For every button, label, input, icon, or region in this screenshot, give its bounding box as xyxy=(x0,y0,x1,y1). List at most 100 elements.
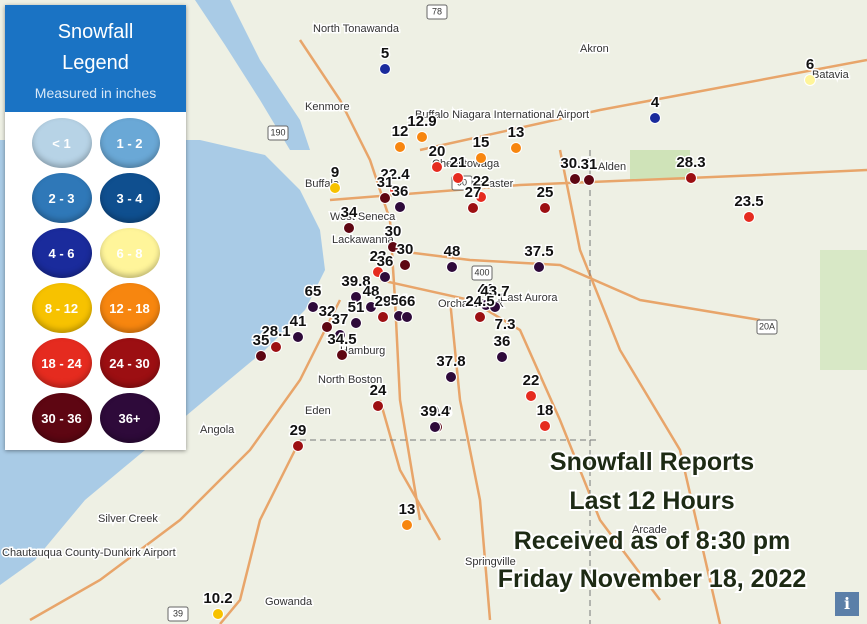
place-label: North Boston xyxy=(318,374,382,386)
report-value: 39.4 xyxy=(420,403,450,420)
report-value: 20 xyxy=(429,143,446,160)
report-value: 4 xyxy=(651,94,660,111)
road xyxy=(378,399,442,541)
report-dot xyxy=(583,174,595,186)
report-value: 23 xyxy=(370,248,387,265)
report-dot xyxy=(416,131,428,143)
report-value: 12 xyxy=(392,123,409,140)
report-dot xyxy=(431,161,443,173)
report-value: 28.1 xyxy=(261,323,290,340)
report-value: 30.5 xyxy=(560,155,589,172)
report-value: 29 xyxy=(290,422,307,439)
report-dot xyxy=(270,341,282,353)
report-value: 24 xyxy=(370,382,387,399)
report-dot xyxy=(539,202,551,214)
route-shield xyxy=(267,125,289,141)
report-value: 36 xyxy=(392,183,409,200)
report-value: 18 xyxy=(537,402,554,419)
report-dot xyxy=(350,317,362,329)
route-shield xyxy=(167,606,189,622)
report-dot xyxy=(525,390,537,402)
report-dot xyxy=(496,351,508,363)
report-dot xyxy=(212,608,224,620)
report-value: 22.4 xyxy=(380,166,410,183)
report-dot xyxy=(394,201,406,213)
info-button[interactable]: i xyxy=(835,592,859,616)
report-value: 25 xyxy=(537,184,554,201)
report-value: 36 xyxy=(377,253,394,270)
report-dot xyxy=(292,440,304,452)
report-dot xyxy=(401,311,413,323)
place-label: Springville xyxy=(465,556,516,568)
road xyxy=(389,248,761,322)
report-value: 22 xyxy=(473,173,490,190)
place-label: Arcade xyxy=(632,524,667,536)
legend-item: 18 - 24 xyxy=(31,338,92,388)
park xyxy=(820,250,867,370)
report-value: 31 xyxy=(581,156,598,173)
road xyxy=(298,39,422,521)
legend-item: 12 - 18 xyxy=(99,283,160,333)
report-dot xyxy=(379,271,391,283)
overlay-line: Snowfall Reports xyxy=(550,448,754,476)
report-dot xyxy=(452,172,464,184)
report-dot xyxy=(649,112,661,124)
place-label: Batavia xyxy=(812,69,850,81)
report-value: 7.3 xyxy=(495,316,516,333)
report-value: 28.3 xyxy=(676,154,705,171)
report-dot xyxy=(804,74,816,86)
legend-item: 6 - 8 xyxy=(99,228,160,278)
legend-item: 4 - 6 xyxy=(31,228,92,278)
place-label: East Aurora xyxy=(500,292,558,304)
report-dot xyxy=(329,182,341,194)
report-dot xyxy=(446,261,458,273)
route-shield xyxy=(426,4,448,20)
legend-item: 2 - 3 xyxy=(31,173,92,223)
road xyxy=(219,439,302,624)
report-value: 10.2 xyxy=(203,590,232,607)
report-dot xyxy=(365,301,377,313)
road xyxy=(329,168,867,202)
report-dot xyxy=(334,329,346,341)
legend-title: Snowfall Legend xyxy=(57,21,134,74)
overlay-line: Received as of 8:30 pm xyxy=(514,527,791,555)
place-label: Lackawanna xyxy=(332,234,395,246)
route-shield xyxy=(756,319,778,335)
place-label: Chautauqua County-Dunkirk Airport xyxy=(2,547,176,559)
report-value: 9 xyxy=(331,164,339,181)
report-dot xyxy=(510,142,522,154)
report-value: 12.9 xyxy=(407,113,436,130)
report-value: 43.7 xyxy=(480,283,509,300)
report-value: 22 xyxy=(523,372,540,389)
place-label: Angola xyxy=(200,424,235,436)
legend-item: 1 - 2 xyxy=(99,118,160,168)
report-dot xyxy=(372,400,384,412)
place-label: Hamburg xyxy=(340,345,385,357)
report-dot xyxy=(389,184,401,196)
overlay-line: Last 12 Hours xyxy=(569,487,734,515)
report-dot xyxy=(429,421,441,433)
report-value: 51 xyxy=(348,299,365,316)
road xyxy=(448,299,492,621)
place-label: Akron xyxy=(580,43,609,55)
road xyxy=(419,58,867,152)
report-dot xyxy=(467,202,479,214)
report-dot xyxy=(475,191,487,203)
report-value: 54 xyxy=(391,292,408,309)
road xyxy=(558,149,722,624)
place-label: Kenmore xyxy=(305,101,350,113)
report-dot xyxy=(445,371,457,383)
report-dots xyxy=(212,63,816,620)
place-label: North Tonawanda xyxy=(313,23,400,35)
legend-item: 8 - 12 xyxy=(31,283,92,333)
report-value: 30 xyxy=(397,241,414,258)
place-label: West Seneca xyxy=(330,211,396,223)
legend-item: < 1 xyxy=(31,118,92,168)
report-dot xyxy=(307,301,319,313)
road xyxy=(379,278,661,601)
report-dot xyxy=(569,173,581,185)
